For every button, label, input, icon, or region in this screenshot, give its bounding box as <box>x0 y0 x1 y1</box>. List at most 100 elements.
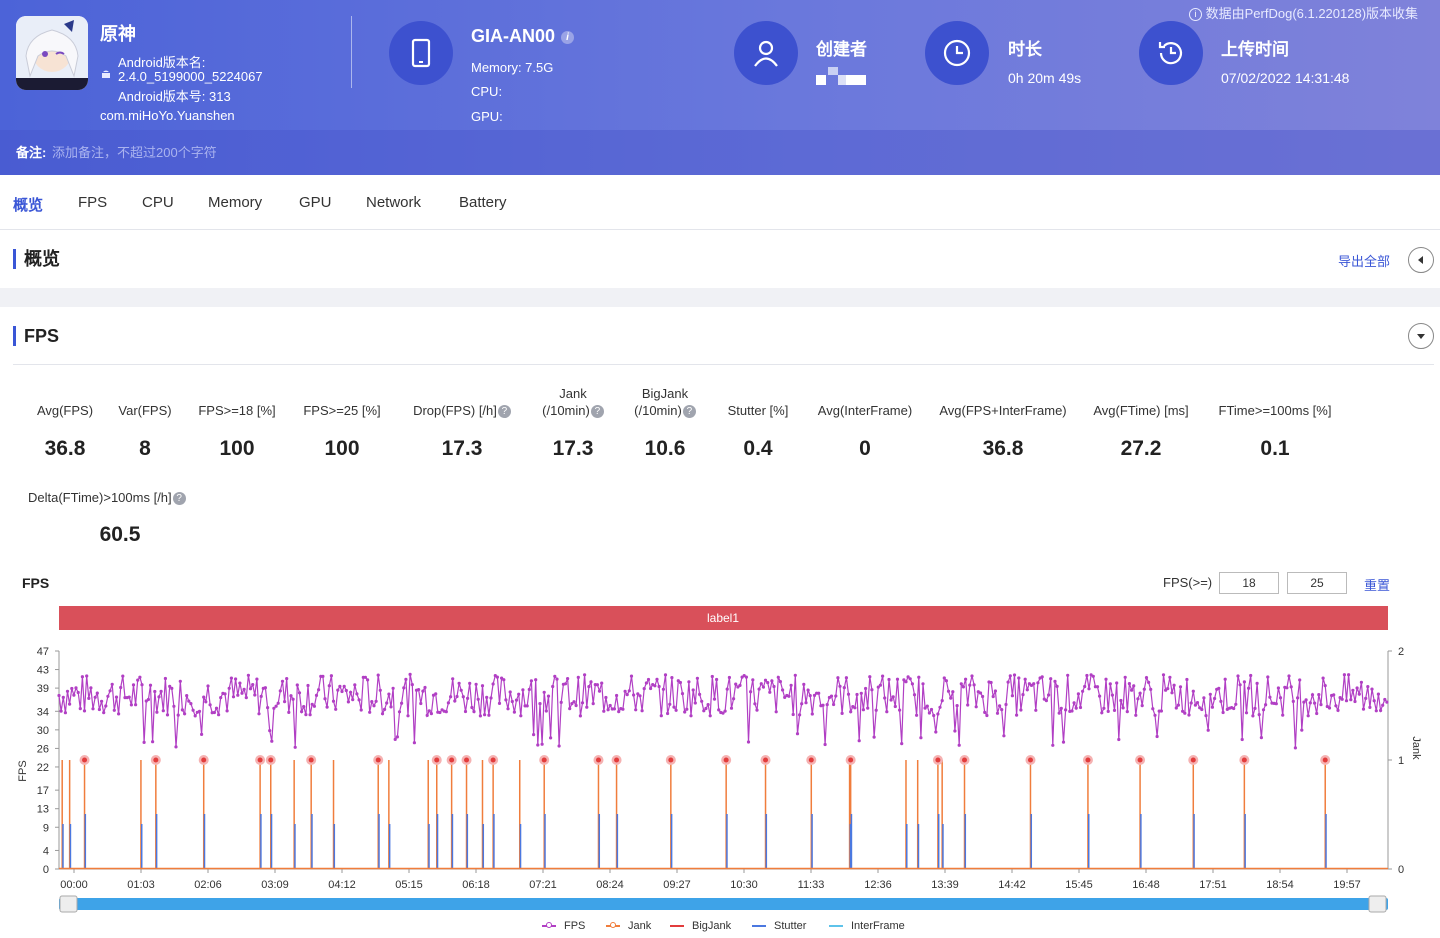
help-icon[interactable]: ? <box>682 405 696 419</box>
fps-point <box>312 704 316 708</box>
fps-point <box>712 697 717 701</box>
fps-point <box>331 699 336 703</box>
note-label: 备注: <box>16 145 47 160</box>
fps-point <box>1023 677 1027 681</box>
tab-cpu[interactable]: CPU <box>142 194 174 211</box>
x-tick-label: 15:45 <box>1065 879 1093 891</box>
bigjank-marker <box>614 757 620 763</box>
device-icon <box>389 21 453 85</box>
fps-point <box>359 708 363 712</box>
bigjank-marker <box>464 757 470 763</box>
upload-value: 07/02/2022 14:31:48 <box>1221 70 1350 86</box>
fps-point <box>189 702 193 706</box>
help-icon[interactable]: ? <box>590 405 604 419</box>
fps-point <box>129 703 133 707</box>
reset-button[interactable]: 重置 <box>1364 578 1391 593</box>
legend-item-fps[interactable]: FPS <box>542 920 585 932</box>
fps-point <box>832 702 836 707</box>
fps-point <box>589 680 593 684</box>
fps-point <box>842 686 846 690</box>
fps-point <box>855 692 859 697</box>
tab-overview[interactable]: 概览 <box>13 197 44 214</box>
fps-point <box>798 713 802 717</box>
fps-point <box>438 710 442 715</box>
legend-swatch <box>606 922 620 929</box>
slider-handle-left[interactable] <box>59 895 78 913</box>
export-all-button[interactable]: 导出全部 <box>1338 254 1391 269</box>
fps-point <box>1095 685 1100 689</box>
fps-point <box>583 673 587 677</box>
bigjank-marker <box>848 757 854 763</box>
metric-label: Avg(FPS) <box>36 403 94 418</box>
help-icon[interactable]: ? <box>172 492 186 506</box>
fps-point <box>1310 693 1315 697</box>
bigjank-marker <box>935 757 941 763</box>
fps-point <box>74 686 78 690</box>
tab-network[interactable]: Network <box>366 194 422 211</box>
fps-point <box>674 708 678 712</box>
fps-point <box>417 688 421 692</box>
fps-point <box>472 710 476 714</box>
fps-point <box>597 689 602 693</box>
fps-point <box>1236 674 1240 678</box>
fps-point <box>802 682 806 686</box>
fps-point <box>302 705 306 709</box>
tab-fps[interactable]: FPS <box>78 194 108 211</box>
fps-point <box>1032 682 1036 686</box>
info-icon[interactable]: i <box>561 30 575 44</box>
fps-point <box>253 693 257 697</box>
fps-point <box>972 683 976 687</box>
fps-point <box>65 689 70 693</box>
fps-point <box>1204 714 1208 718</box>
fps-point <box>821 703 825 707</box>
time-range-slider[interactable] <box>59 898 1388 910</box>
fps-point <box>1366 685 1370 689</box>
tab-gpu[interactable]: GPU <box>299 194 332 211</box>
fps-point <box>615 693 619 698</box>
fps-point <box>1251 714 1255 718</box>
y-tick-label: 0 <box>43 864 49 876</box>
fps-point <box>159 689 163 693</box>
fps-point <box>138 675 142 679</box>
fps-point <box>898 708 902 712</box>
fps-point <box>1078 705 1083 710</box>
fps-point <box>659 714 663 718</box>
x-tick-label: 08:24 <box>596 879 624 891</box>
help-icon[interactable]: ? <box>497 405 511 419</box>
fps-point <box>95 691 99 695</box>
collapse-left-icon[interactable] <box>1408 247 1434 273</box>
fps-point <box>1361 707 1366 711</box>
fps-point <box>340 689 344 694</box>
fps-point <box>1266 675 1270 679</box>
fps-point <box>734 682 738 686</box>
slider-handle-right[interactable] <box>1368 895 1387 913</box>
fps-point <box>836 676 840 680</box>
fps-point <box>1142 687 1146 691</box>
fps-point <box>789 683 793 687</box>
legend-item-stutter[interactable]: Stutter <box>752 920 806 932</box>
tab-battery[interactable]: Battery <box>459 194 507 211</box>
fps-point <box>983 710 987 714</box>
clock-icon <box>925 21 989 85</box>
legend-item-bigjank[interactable]: BigJank <box>670 920 731 932</box>
threshold-input-2[interactable]: 25 <box>1287 572 1347 594</box>
threshold-input-1[interactable]: 18 <box>1219 572 1279 594</box>
bigjank-marker <box>763 757 769 763</box>
legend-item-interframe[interactable]: InterFrame <box>829 920 905 932</box>
fps-point <box>300 710 304 714</box>
fps-point <box>525 704 529 708</box>
fps-point <box>357 698 361 702</box>
fps-point <box>829 694 834 698</box>
fps-point <box>617 710 621 714</box>
chevron-down-icon[interactable] <box>1408 323 1434 349</box>
fps-point <box>283 700 287 704</box>
label-band[interactable] <box>59 606 1388 630</box>
metric-value: 17.3 <box>441 437 483 460</box>
legend-item-jank[interactable]: Jank <box>606 920 651 932</box>
fps-point <box>510 699 514 704</box>
note-input[interactable]: 添加备注，不超过200个字符 <box>52 145 217 160</box>
fps-point <box>961 685 966 689</box>
tab-memory[interactable]: Memory <box>208 194 263 211</box>
fps-point <box>751 678 755 682</box>
fps-point <box>1070 709 1074 713</box>
